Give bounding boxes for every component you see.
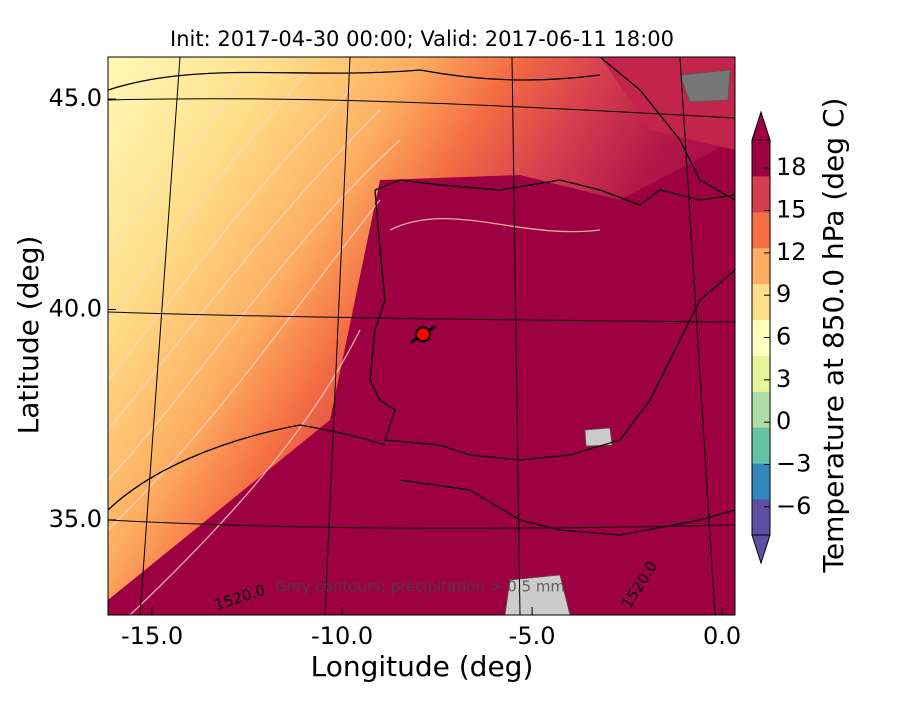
y-tick-label: 35.0 [49, 505, 102, 533]
colorbar-extend-bottom [751, 534, 771, 565]
colorbar-tick-label: −6 [776, 492, 811, 520]
y-tick-label: 40.0 [49, 294, 102, 322]
location-marker [415, 326, 432, 343]
colorbar-tick-label: 6 [776, 323, 791, 351]
y-tick-label: 45.0 [49, 84, 102, 112]
colorbar-tick-label: 15 [776, 196, 807, 224]
colorbar-band [752, 499, 770, 536]
colorbar-band [752, 211, 770, 249]
x-tick-label: -5.0 [509, 622, 556, 650]
colorbar-band [752, 247, 770, 285]
annotation: Grey contours: precipitation > 0.5 mm [275, 578, 565, 596]
y-axis-label: Latitude (deg) [12, 236, 45, 435]
colorbar-band [752, 355, 770, 392]
map-field [108, 57, 735, 615]
chart-title: Init: 2017-04-30 00:00; Valid: 2017-06-1… [170, 27, 674, 51]
x-tick-label: 0.0 [703, 622, 741, 650]
colorbar-extend-top [751, 110, 771, 141]
colorbar-band [752, 140, 770, 177]
x-tick-label: -15.0 [121, 622, 183, 650]
colorbar-tick-label: −3 [776, 449, 811, 477]
x-tick-label: -10.0 [311, 622, 373, 650]
colorbar-label: Temperature at 850.0 hPa (deg C) [817, 98, 850, 574]
colorbar-tick-label: 3 [776, 365, 791, 393]
colorbar-band [752, 463, 770, 500]
colorbar-band [752, 283, 770, 321]
x-axis-label: Longitude (deg) [311, 650, 534, 683]
colorbar-band [752, 427, 770, 464]
colorbar-tick-label: 9 [776, 280, 791, 308]
colorbar-band [752, 175, 770, 213]
colorbar-tick-label: 0 [776, 407, 791, 435]
colorbar-tick-label: 12 [776, 238, 807, 266]
colorbar-band [752, 319, 770, 356]
plot-frame [107, 56, 736, 616]
colorbar-band [752, 391, 770, 428]
colorbar-tick-label: 18 [776, 153, 807, 181]
